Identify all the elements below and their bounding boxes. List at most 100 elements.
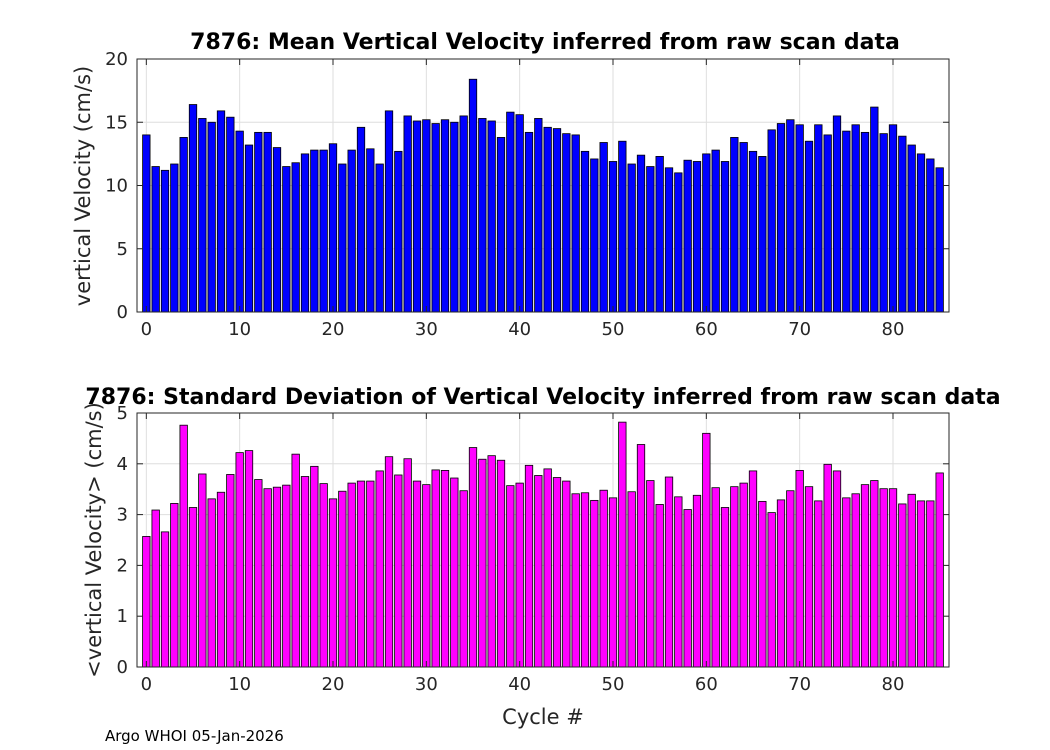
stddev-x-tick-label: 80 xyxy=(882,674,905,695)
mean-bar-cycle-56 xyxy=(664,167,674,313)
stddev-bar-cycle-35 xyxy=(468,447,478,668)
stddev-bar-cycle-4 xyxy=(179,424,188,668)
stddev-bar-cycle-57 xyxy=(674,496,683,668)
mean-bar-cycle-84 xyxy=(926,158,935,313)
stddev-x-tick-label: 60 xyxy=(695,674,718,695)
mean-bar-cycle-50 xyxy=(608,161,618,313)
stddev-bar-cycle-67 xyxy=(767,512,776,668)
stddev-bar-cycle-23 xyxy=(356,480,366,668)
mean-bar-cycle-20 xyxy=(328,143,338,313)
mean-bar-cycle-42 xyxy=(534,118,543,313)
mean-bar-cycle-3 xyxy=(170,163,179,313)
mean-bar-cycle-82 xyxy=(907,144,916,313)
mean-y-tick-label: 20 xyxy=(105,49,128,70)
stddev-bar-cycle-60 xyxy=(702,432,711,668)
stddev-bar-cycle-1 xyxy=(151,509,160,668)
stddev-chart-y-label: <vertical Velocity> (cm/s) xyxy=(82,402,106,678)
mean-bar-cycle-46 xyxy=(571,134,580,313)
mean-bar-cycle-53 xyxy=(636,154,646,313)
mean-bar-cycle-24 xyxy=(366,148,375,313)
mean-bar-cycle-32 xyxy=(440,119,450,313)
stddev-chart-x-label: Cycle # xyxy=(502,705,584,729)
mean-x-tick-label: 50 xyxy=(602,319,625,340)
stddev-bar-cycle-46 xyxy=(571,493,580,668)
mean-bar-cycle-28 xyxy=(403,115,412,313)
stddev-bar-cycle-43 xyxy=(543,468,552,668)
mean-bar-cycle-85 xyxy=(935,167,944,313)
stddev-bar-cycle-32 xyxy=(440,469,450,668)
mean-bar-cycle-48 xyxy=(590,158,599,313)
stddev-bar-cycle-2 xyxy=(160,531,170,668)
mean-bar-cycle-64 xyxy=(739,142,748,313)
stddev-bar-cycle-62 xyxy=(720,507,730,668)
mean-bar-cycle-61 xyxy=(711,149,720,313)
mean-bar-cycle-25 xyxy=(375,163,384,313)
mean-x-tick-label: 20 xyxy=(322,319,345,340)
stddev-bar-cycle-47 xyxy=(580,492,590,668)
stddev-y-tick-label: 4 xyxy=(117,454,128,475)
stddev-bar-cycle-3 xyxy=(170,503,179,668)
mean-bar-cycle-0 xyxy=(142,134,151,313)
stddev-bar-cycle-69 xyxy=(786,490,795,668)
stddev-bar-cycle-42 xyxy=(534,475,543,668)
mean-chart-title: 7876: Mean Vertical Velocity inferred fr… xyxy=(190,30,900,55)
mean-bar-cycle-54 xyxy=(646,166,655,313)
mean-bar-cycle-13 xyxy=(263,131,272,313)
mean-bar-cycle-6 xyxy=(198,118,207,313)
stddev-bar-cycle-33 xyxy=(450,477,459,668)
stddev-bar-cycle-40 xyxy=(515,482,524,668)
mean-bar-cycle-75 xyxy=(842,130,851,313)
mean-bar-cycle-21 xyxy=(338,163,347,313)
mean-bar-cycle-51 xyxy=(618,140,627,313)
mean-bar-cycle-7 xyxy=(207,121,216,313)
stddev-bar-cycle-83 xyxy=(916,500,926,668)
stddev-bar-cycle-51 xyxy=(618,421,627,668)
mean-bar-cycle-68 xyxy=(776,123,786,313)
stddev-bar-cycle-84 xyxy=(926,500,935,668)
stddev-bar-cycle-71 xyxy=(804,486,814,668)
stddev-bar-cycle-44 xyxy=(552,477,562,668)
stddev-y-tick-label: 3 xyxy=(117,505,128,526)
mean-bar-cycle-59 xyxy=(692,161,702,313)
mean-bar-cycle-36 xyxy=(478,118,487,313)
stddev-bar-cycle-39 xyxy=(506,485,515,668)
stddev-bar-cycle-14 xyxy=(272,486,282,668)
stddev-bar-cycle-20 xyxy=(328,498,338,668)
mean-x-tick-label: 10 xyxy=(228,319,251,340)
stddev-bar-cycle-52 xyxy=(627,491,636,668)
stddev-bar-cycle-78 xyxy=(870,480,879,668)
mean-bar-cycle-74 xyxy=(832,115,842,313)
stddev-velocity-chart: 7876: Standard Deviation of Vertical Vel… xyxy=(82,385,1001,729)
mean-bar-cycle-2 xyxy=(160,169,170,313)
mean-bar-cycle-4 xyxy=(179,137,188,313)
mean-bar-cycle-19 xyxy=(319,149,328,313)
stddev-bar-cycle-38 xyxy=(496,459,506,668)
mean-bar-cycle-18 xyxy=(310,149,319,313)
mean-bar-cycle-41 xyxy=(524,131,534,313)
mean-bar-cycle-69 xyxy=(786,119,795,313)
stddev-bar-cycle-21 xyxy=(338,490,347,668)
stddev-y-tick-label: 1 xyxy=(117,606,128,627)
stddev-bar-cycle-37 xyxy=(487,455,496,668)
stddev-bar-cycle-19 xyxy=(319,483,328,668)
mean-bar-cycle-5 xyxy=(188,104,198,313)
stddev-bar-cycle-75 xyxy=(842,497,851,668)
mean-bar-cycle-58 xyxy=(683,159,692,313)
stddev-x-tick-label: 50 xyxy=(602,674,625,695)
stddev-bar-cycle-53 xyxy=(636,444,646,668)
mean-bar-cycle-77 xyxy=(860,131,870,313)
mean-bar-cycle-52 xyxy=(627,163,636,313)
mean-bar-cycle-43 xyxy=(543,126,552,313)
mean-y-tick-label: 10 xyxy=(105,176,128,197)
mean-bar-cycle-80 xyxy=(888,124,898,313)
mean-bar-cycle-34 xyxy=(459,115,468,313)
stddev-bar-cycle-22 xyxy=(347,482,356,668)
stddev-axes-box xyxy=(136,412,950,668)
stddev-bar-cycle-15 xyxy=(282,484,291,668)
stddev-bar-cycle-17 xyxy=(300,476,310,668)
stddev-bar-cycle-82 xyxy=(907,493,916,668)
stddev-bar-cycle-9 xyxy=(226,474,235,668)
mean-x-tick-label: 0 xyxy=(141,319,152,340)
stddev-bar-cycle-85 xyxy=(935,472,944,668)
